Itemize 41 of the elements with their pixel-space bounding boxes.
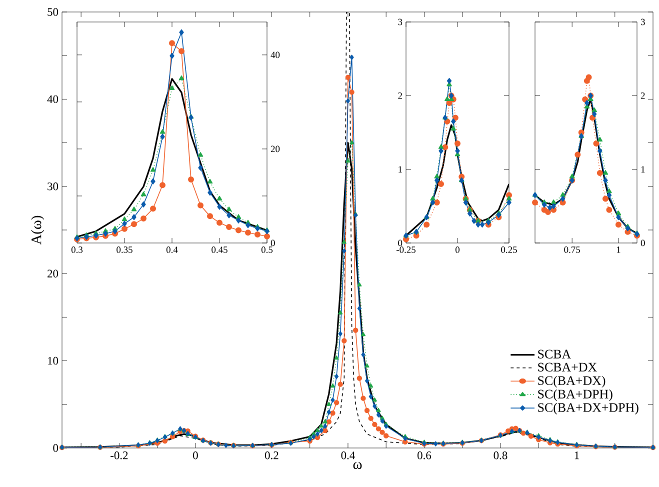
legend-label: SC(BA+DPH) <box>538 389 612 402</box>
legend-label: SCBA <box>538 350 572 358</box>
x-tick-label: 0.35 <box>116 246 132 253</box>
x-tick-label: 0.4 <box>166 246 178 253</box>
x-tick-label: 0.5 <box>261 246 273 253</box>
x-tick-label: 0.8 <box>494 452 508 460</box>
x-tick-label: 0 <box>456 246 460 253</box>
x-tick-label: 0.25 <box>501 246 517 253</box>
x-axis-title: ω <box>353 462 362 470</box>
x-tick-label: -0.25 <box>396 246 416 253</box>
y-tick-label: 30 <box>48 182 58 190</box>
y-tick-label: 1 <box>398 166 402 172</box>
x-tick-label: 0.75 <box>564 246 580 253</box>
y-tick-label: 2 <box>398 92 402 99</box>
x-tick-label: 0.45 <box>212 246 228 253</box>
y2-tick-label: 0 <box>640 240 645 246</box>
y-tick-label: 40 <box>47 95 58 104</box>
legend-label: SCBA+DX <box>538 362 597 372</box>
legend-label: SC(BA+DX+DPH) <box>538 402 638 415</box>
x-tick-label: 0.2 <box>264 452 278 460</box>
x-tick-label: 0.4 <box>341 452 355 460</box>
y2-tick-label: 20 <box>270 146 280 152</box>
y-tick-label: 10 <box>48 356 58 365</box>
x-tick-label: 0.3 <box>71 246 83 253</box>
y-tick-label: 20 <box>48 270 58 278</box>
y2-tick-label: 1 <box>641 166 645 172</box>
x-tick-label: 1 <box>574 452 579 460</box>
y-tick-label: 50 <box>48 8 58 16</box>
x-tick-label: 0.6 <box>418 452 432 460</box>
x-tick-label: 0 <box>193 452 198 460</box>
y2-tick-label: 40 <box>270 52 280 58</box>
x-tick-label: 1 <box>616 246 620 253</box>
x-tick-label: -0.2 <box>110 452 128 460</box>
y-tick-label: 0 <box>53 444 58 452</box>
y2-tick-label: 2 <box>640 92 645 99</box>
y-axis-title: A(ω) <box>31 216 44 245</box>
y-tick-label: 0 <box>398 240 402 246</box>
y2-tick-label: 3 <box>640 18 645 26</box>
y-tick-label: 3 <box>398 18 402 26</box>
y2-tick-label: 0 <box>270 240 275 246</box>
legend-label: SC(BA+DX) <box>538 376 606 388</box>
